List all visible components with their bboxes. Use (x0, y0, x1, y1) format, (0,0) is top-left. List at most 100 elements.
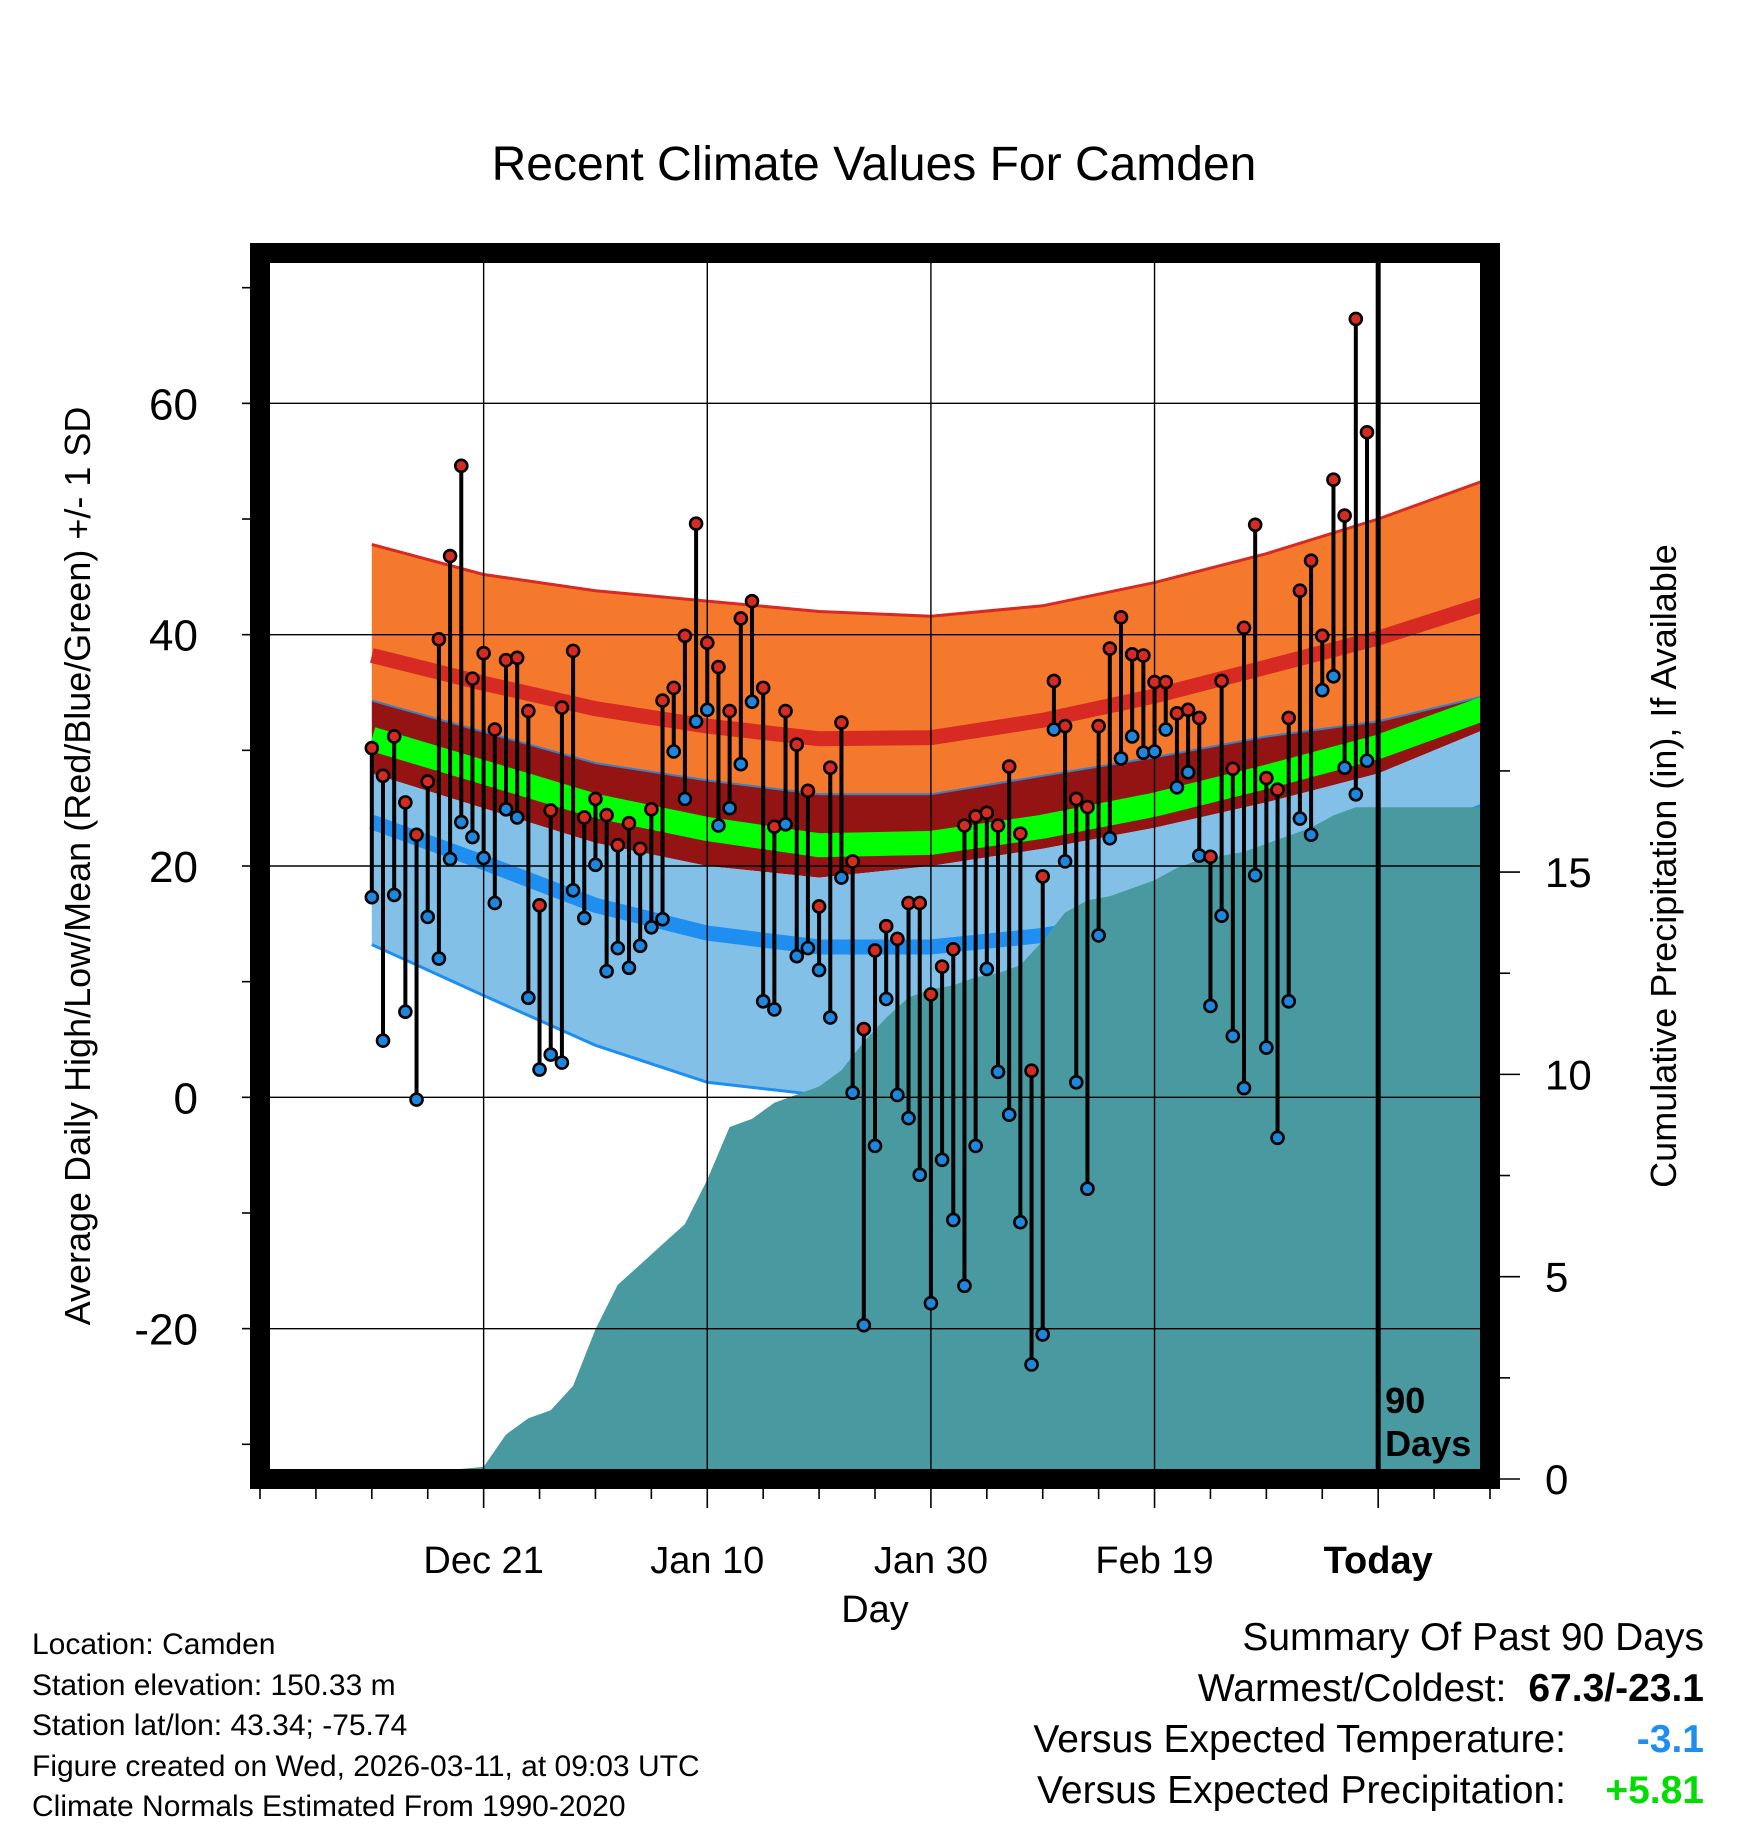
daily-high-point (364, 740, 380, 756)
daily-high-point (1236, 620, 1252, 636)
x-axis-label: Day (841, 1589, 909, 1631)
daily-high-point (1326, 472, 1341, 487)
daily-high-point (957, 818, 972, 833)
daily-high-point (688, 516, 704, 531)
daily-high-point (1035, 869, 1051, 884)
daily-low-point (767, 1002, 782, 1017)
daily-low-point (398, 1004, 413, 1020)
daily-high-point (811, 899, 827, 914)
daily-low-point (811, 962, 827, 978)
daily-low-point (867, 1138, 883, 1154)
daily-high-point (1270, 782, 1285, 797)
daily-stems (369, 318, 1369, 1365)
y-tick-label: 40 (149, 612, 198, 661)
daily-high-point (509, 650, 525, 666)
summary-title: Summary Of Past 90 Days (1242, 1616, 1704, 1659)
daily-high-point (1337, 508, 1352, 523)
daily-low-point (1314, 682, 1330, 698)
station-info: Location: Camden Station elevation: 150.… (32, 1625, 700, 1828)
today-label-days: Days (1385, 1423, 1471, 1464)
daily-low-point (1169, 780, 1185, 795)
daily-low-point (990, 1064, 1006, 1080)
y-tick-label: -20 (134, 1306, 198, 1355)
daily-low-point (576, 910, 592, 926)
daily-low-point (1337, 760, 1352, 775)
daily-low-point (957, 1278, 972, 1294)
daily-low-point (677, 791, 693, 807)
daily-low-point (521, 990, 536, 1006)
summary-temp-row: Versus Expected Temperature: -3.1 (1033, 1714, 1704, 1765)
daily-low-point (632, 938, 648, 954)
daily-high-point (800, 783, 816, 799)
daily-low-point (1236, 1080, 1252, 1096)
y2-tick-label: 5 (1545, 1254, 1568, 1301)
today-label-90: 90 (1385, 1380, 1425, 1421)
summary-warmest-row: Warmest/Coldest: 67.3/-23.1 (1033, 1663, 1704, 1714)
daily-high-point (453, 458, 469, 474)
daily-high-point (945, 941, 961, 957)
daily-low-point (1102, 830, 1118, 846)
daily-low-point (565, 882, 581, 898)
x-tick-label: Jan 30 (874, 1540, 988, 1582)
daily-low-point (901, 1110, 916, 1126)
daily-high-point (1259, 770, 1274, 786)
info-elevation: Station elevation: 150.33 m (32, 1668, 396, 1702)
daily-high-point (1191, 710, 1207, 726)
daily-low-point (1024, 1357, 1039, 1372)
daily-high-point (1158, 674, 1174, 690)
summary-panel: Summary Of Past 90 Days Warmest/Coldest:… (1033, 1612, 1704, 1816)
daily-high-point (979, 805, 995, 821)
daily-low-point (375, 1033, 391, 1048)
daily-low-point (934, 1152, 950, 1168)
daily-low-point (733, 756, 749, 772)
daily-low-point (1270, 1130, 1285, 1146)
daily-high-point (878, 918, 894, 934)
daily-low-point (1203, 998, 1218, 1014)
daily-high-point (1013, 826, 1028, 841)
daily-low-point (789, 948, 805, 964)
daily-low-point (1113, 751, 1129, 766)
daily-low-point (420, 909, 436, 925)
daily-low-point (1035, 1327, 1051, 1342)
daily-low-point (1068, 1074, 1084, 1090)
axes: 60 40 20 0 -20 Dec 21 Jan 10 Jan 30 Feb 19 Today 1… (134, 286, 1592, 1582)
daily-high-point (610, 837, 626, 853)
daily-low-point (1247, 867, 1263, 883)
daily-high-point (1113, 610, 1129, 625)
daily-high-point (845, 854, 860, 869)
daily-low-point (1158, 722, 1174, 737)
daily-high-point (644, 802, 659, 817)
daily-low-point (431, 951, 447, 966)
daily-low-point (1225, 1028, 1241, 1044)
daily-high-point (599, 807, 614, 823)
daily-low-point (722, 800, 737, 816)
daily-low-point (554, 1055, 570, 1070)
daily-low-point (1214, 908, 1229, 924)
daily-high-point (1046, 673, 1062, 689)
daily-high-point (386, 729, 402, 744)
x-tick-label: Today (1324, 1540, 1433, 1582)
daily-high-point (744, 593, 760, 609)
daily-high-point (409, 827, 424, 843)
daily-low-point (1001, 1107, 1017, 1122)
daily-high-point (1292, 583, 1308, 599)
daily-points (364, 311, 1375, 1372)
y2-tick-label: 15 (1545, 849, 1592, 896)
daily-high-point (789, 737, 805, 752)
daily-low-point (386, 887, 402, 903)
daily-high-point (420, 774, 436, 789)
daily-low-point (1326, 669, 1341, 684)
daily-low-point (498, 802, 514, 817)
daily-high-point (487, 722, 503, 737)
daily-high-point (1080, 799, 1095, 815)
daily-low-point (644, 919, 659, 935)
daily-high-point (1281, 710, 1297, 726)
daily-low-point (532, 1062, 547, 1077)
precip-label: Versus Expected Precipitation: (1037, 1769, 1566, 1812)
y-tick-label: 20 (149, 843, 198, 892)
daily-high-point (476, 645, 491, 661)
daily-low-point (912, 1167, 928, 1183)
x-tick-label: Jan 10 (650, 1540, 764, 1582)
daily-low-point (699, 702, 715, 718)
warmest-value: 67.3/-23.1 (1528, 1667, 1704, 1710)
